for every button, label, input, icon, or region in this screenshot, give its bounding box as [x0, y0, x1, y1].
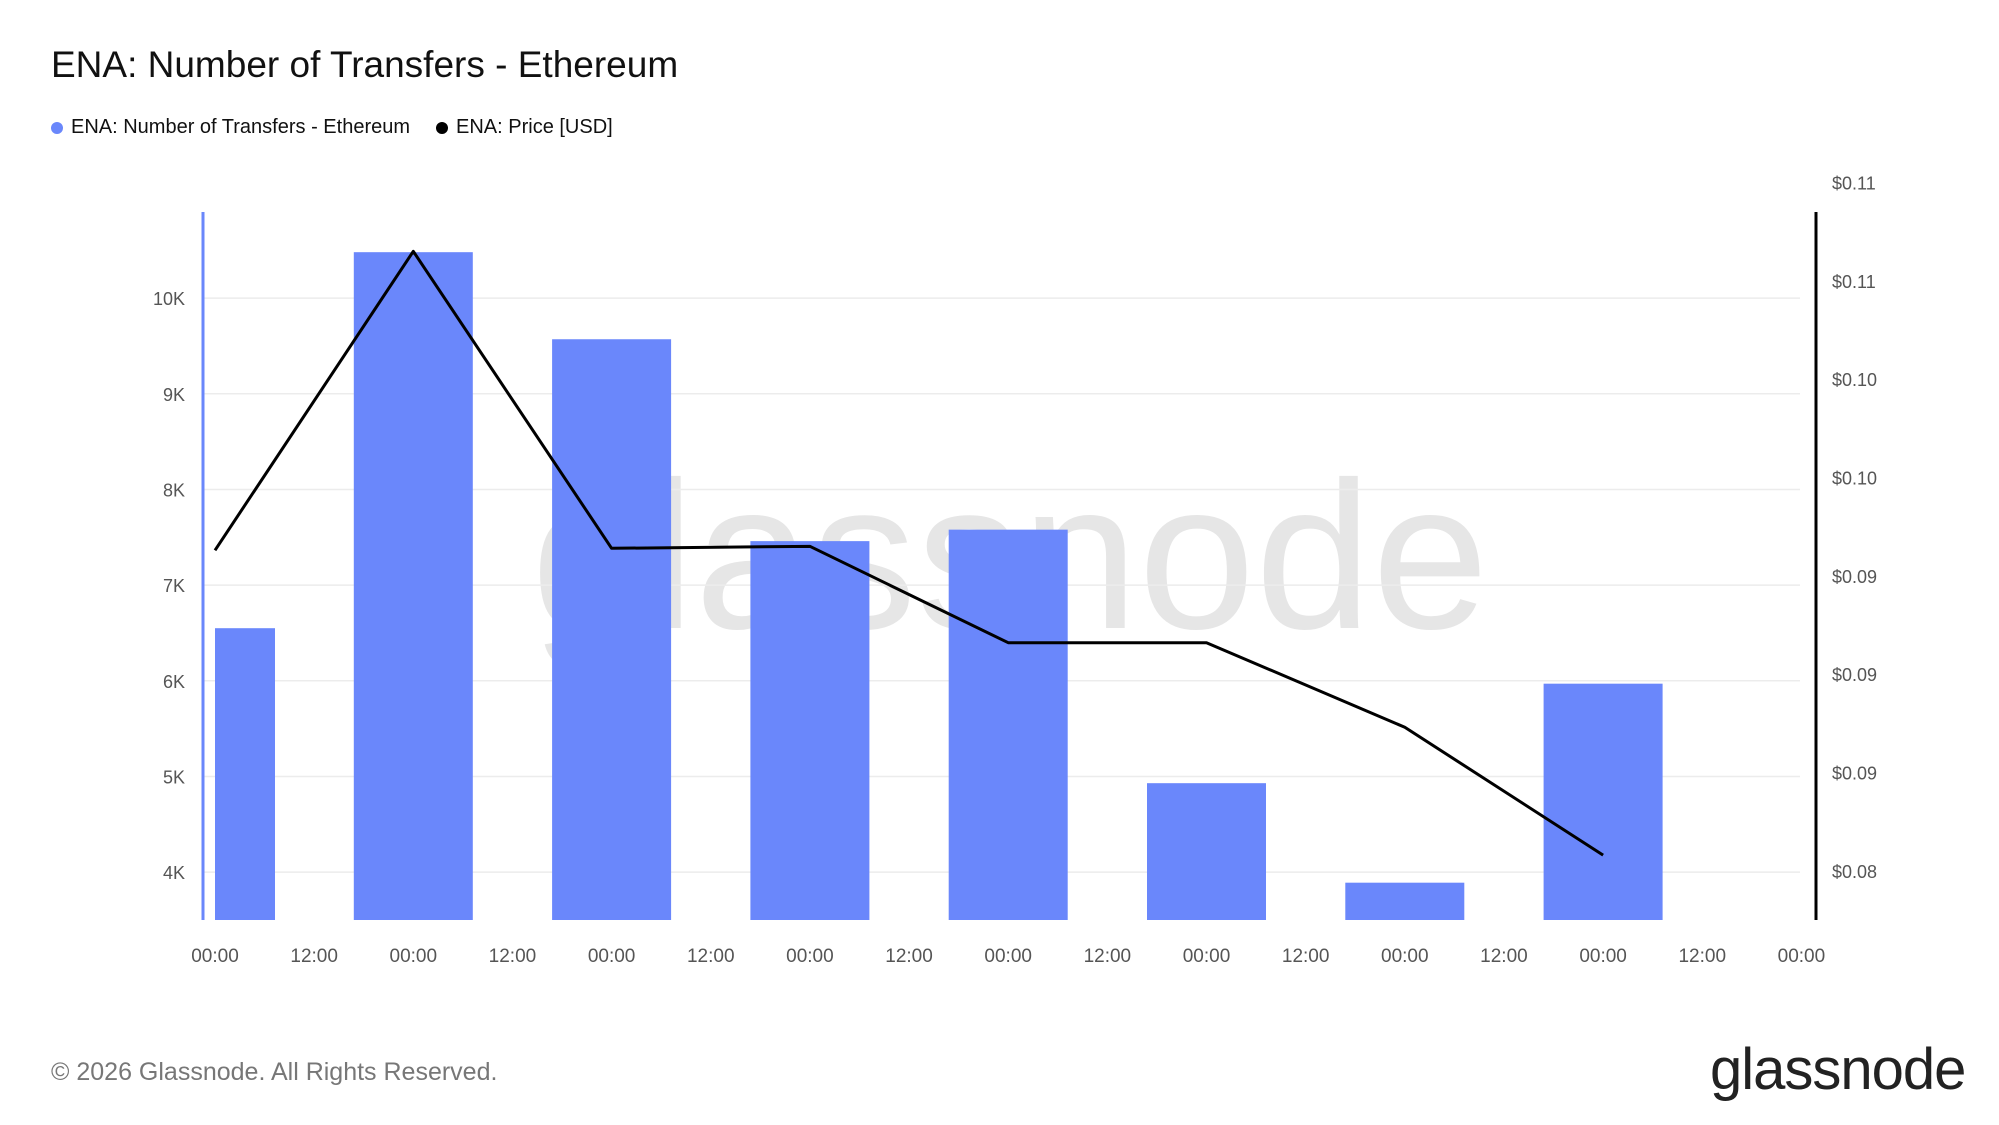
bar: [948, 529, 1068, 920]
right-tick-label: $0.09: [1832, 567, 1877, 587]
right-axis-ticks: $0.08 $0.09 $0.09 $0.09 $0.10 $0.10 $0.11 $0.11: [1832, 174, 1877, 882]
bar: [1345, 882, 1465, 920]
x-tick-label: 00:00: [1778, 946, 1826, 967]
right-tick-label: $0.10: [1832, 370, 1877, 390]
right-tick-label: $0.11: [1832, 272, 1876, 292]
bar: [1147, 783, 1266, 920]
x-tick-label: 12:00: [290, 946, 338, 967]
left-tick-label: 5K: [163, 767, 185, 787]
left-tick-label: 6K: [163, 672, 185, 692]
price-line: [213, 249, 1604, 857]
bar: [353, 252, 473, 920]
x-tick-label: 12:00: [1282, 946, 1330, 967]
legend-label-transfers: ENA: Number of Transfers - Ethereum: [71, 116, 411, 138]
legend-dot-price: [436, 121, 449, 134]
x-tick-label: 00:00: [786, 946, 834, 967]
right-tick-label: $0.09: [1832, 665, 1877, 685]
x-tick-label: 00:00: [588, 946, 636, 967]
price-line-series: [213, 249, 1604, 857]
bar-series: [215, 252, 1663, 920]
copyright-text: © 2026 Glassnode. All Rights Reserved.: [51, 1058, 498, 1086]
chart-title: ENA: Number of Transfers - Ethereum: [51, 44, 679, 85]
x-tick-label: 00:00: [1381, 946, 1429, 967]
right-tick-label: $0.11: [1832, 174, 1876, 194]
legend-item-price[interactable]: ENA: Price [USD]: [436, 116, 613, 139]
left-axis-ticks: 4K 5K 6K 7K 8K 9K 10K: [153, 289, 185, 883]
right-tick-label: $0.08: [1832, 862, 1877, 882]
x-tick-label: 12:00: [1678, 946, 1726, 967]
x-tick-label: 00:00: [984, 946, 1032, 967]
x-tick-label: 00:00: [1579, 946, 1627, 967]
x-tick-label: 12:00: [1480, 946, 1528, 967]
x-tick-label: 12:00: [1084, 946, 1132, 967]
x-tick-label: 12:00: [687, 946, 735, 967]
legend: ENA: Number of Transfers - Ethereum ENA:…: [51, 116, 639, 139]
glassnode-logo[interactable]: glassnode: [1710, 1037, 1966, 1102]
bar: [552, 339, 672, 920]
bar: [215, 628, 275, 920]
x-tick-label: 00:00: [191, 946, 239, 967]
x-axis-ticks: 00:00 12:00 00:00 12:00 00:00 12:00 00:00 12:00…: [191, 946, 1825, 967]
left-tick-label: 8K: [163, 480, 185, 500]
x-tick-label: 00:00: [1183, 946, 1231, 967]
x-tick-label: 00:00: [390, 946, 438, 967]
left-tick-label: 10K: [153, 289, 185, 309]
x-tick-label: 12:00: [885, 946, 933, 967]
right-tick-label: $0.09: [1832, 764, 1877, 784]
left-tick-label: 4K: [163, 863, 185, 883]
right-tick-label: $0.10: [1832, 469, 1877, 489]
legend-dot-transfers: [51, 121, 63, 134]
legend-label-price: ENA: Price [USD]: [456, 116, 613, 138]
x-tick-label: 12:00: [489, 946, 537, 967]
bar: [1543, 683, 1663, 920]
legend-item-transfers[interactable]: ENA: Number of Transfers - Ethereum: [51, 116, 410, 139]
bar: [750, 541, 870, 920]
left-tick-label: 9K: [163, 385, 185, 405]
left-tick-label: 7K: [163, 576, 185, 596]
